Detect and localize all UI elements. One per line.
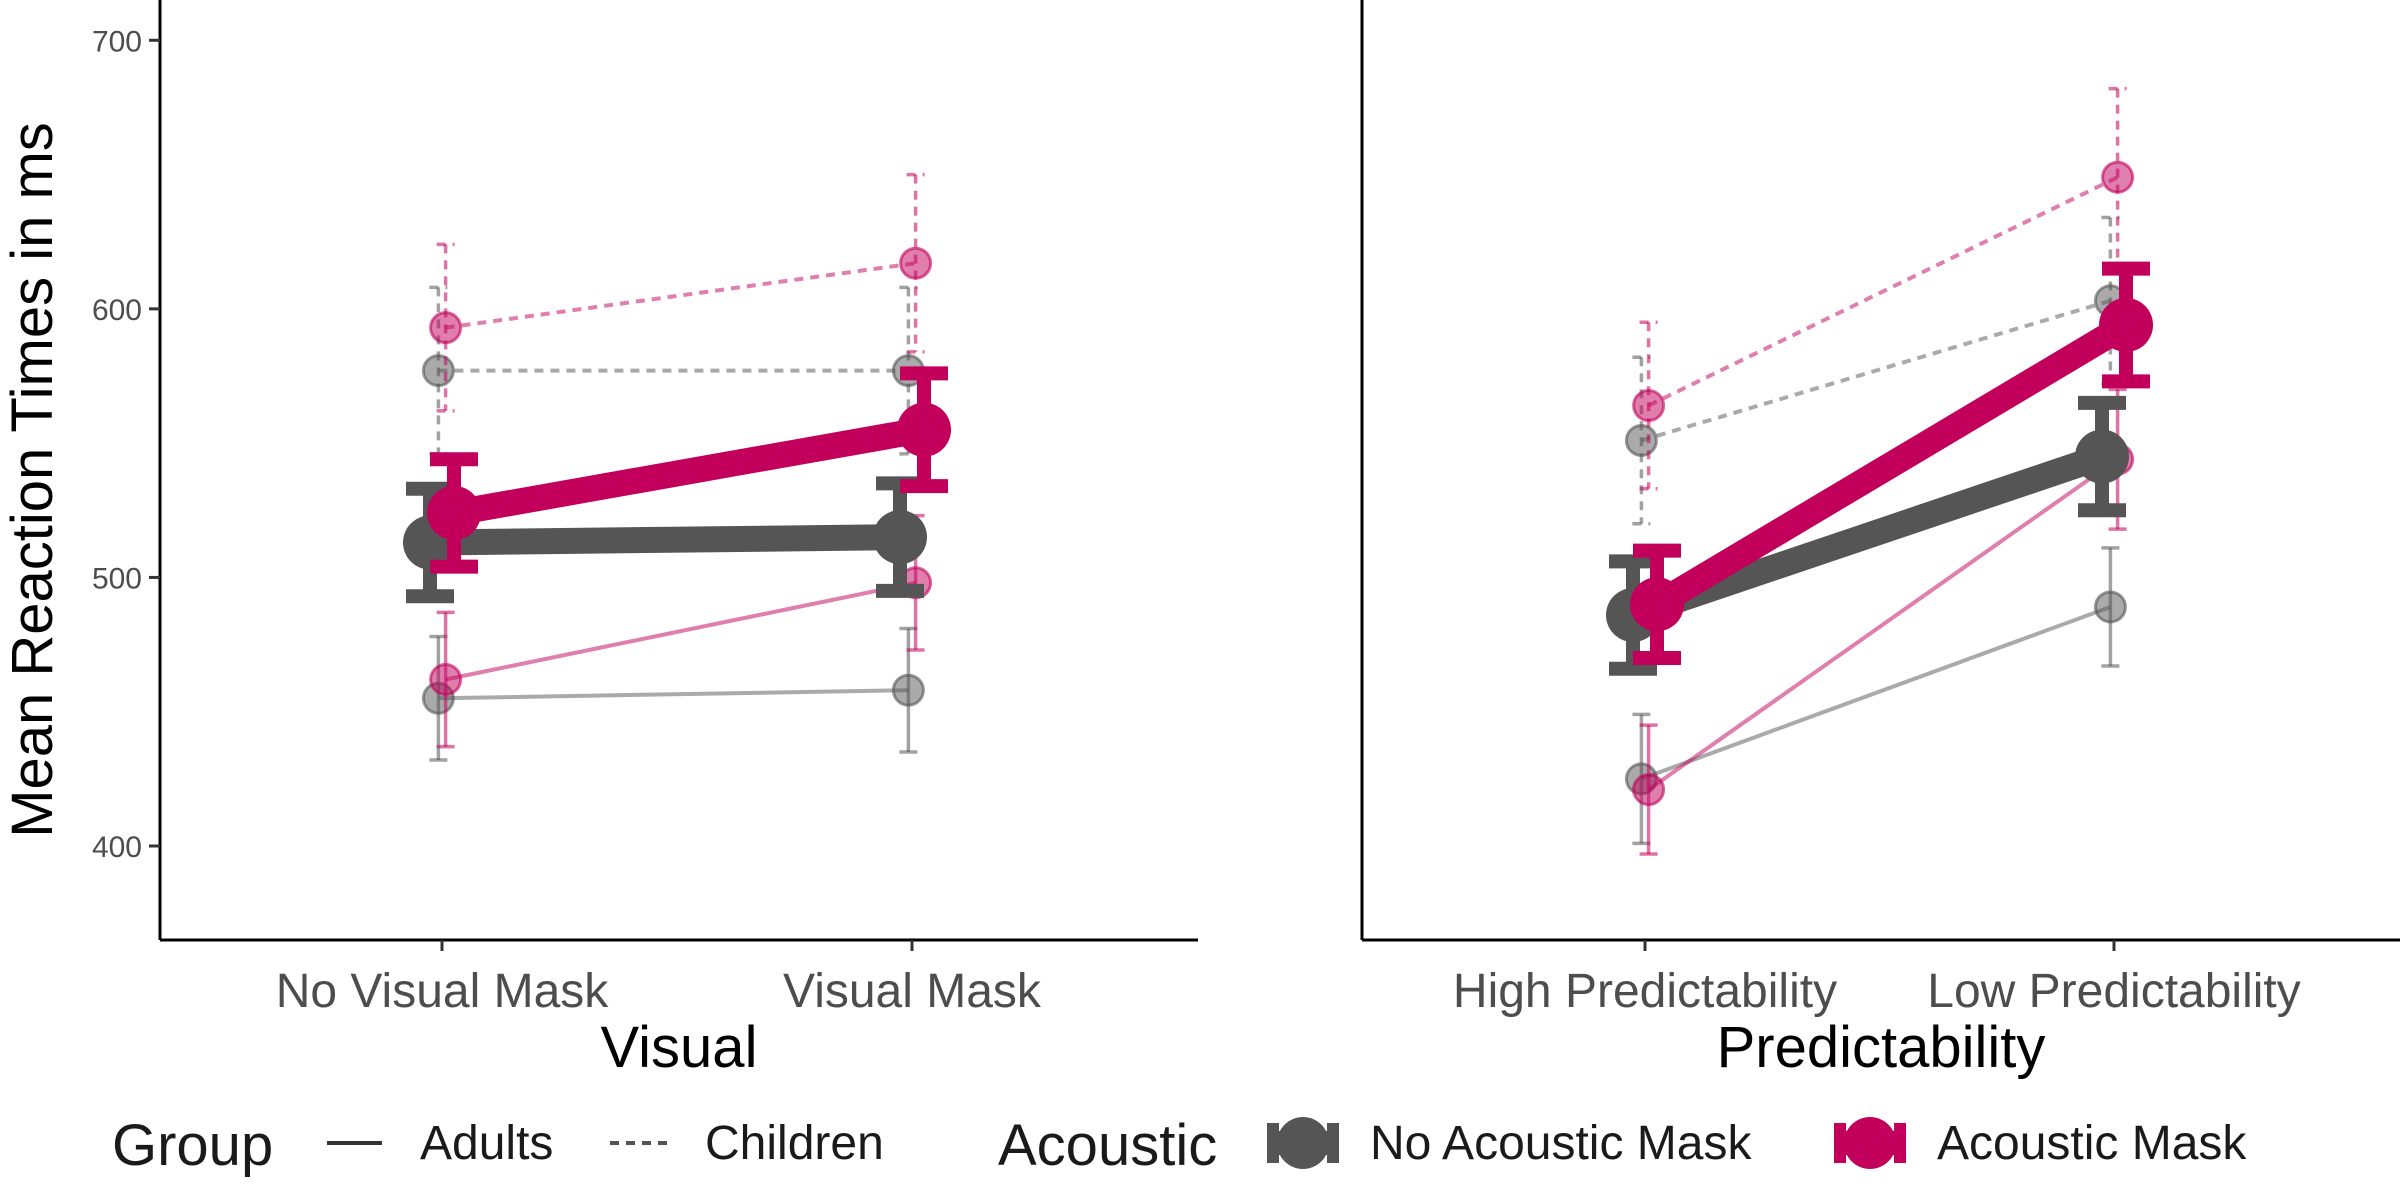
series-children-acoustic-mask-point-0 <box>429 311 463 345</box>
series-children-no-acoustic-mask-point-0 <box>1624 423 1658 457</box>
x-axis-title-visual: Visual <box>601 1015 758 1080</box>
legend-key-acoustic-mask-dot <box>1844 1117 1896 1169</box>
legend-key-no-acoustic-mask-dot <box>1277 1117 1329 1169</box>
series-children-acoustic-mask-line <box>445 261 916 330</box>
legend-acoustic-title: Acoustic <box>998 1113 1217 1178</box>
legend-label-no-acoustic-mask: No Acoustic Mask <box>1370 1117 1752 1170</box>
summary-acoustic-mask-point-0 <box>1630 577 1684 632</box>
y-axis-title: Mean Reaction Times in ms <box>0 122 65 838</box>
legend-label-adults: Adults <box>420 1117 553 1170</box>
summary-acoustic-mask-point-1 <box>2099 297 2153 352</box>
series-adults-acoustic-mask-line <box>445 580 917 682</box>
series-adults-no-acoustic-mask-line <box>438 688 909 701</box>
legend-key-acoustic-mask <box>1834 1117 1906 1169</box>
series-adults-no-acoustic-mask-point-1 <box>2093 590 2127 624</box>
series-adults-no-acoustic-mask-point-1 <box>891 673 925 707</box>
summary-acoustic-mask-line <box>451 416 927 526</box>
y-tick-label-700: 700 <box>92 25 142 58</box>
series-adults-no-acoustic-mask-line <box>1640 605 2112 781</box>
summary-acoustic-mask-point-0 <box>427 485 481 540</box>
series-children-acoustic-mask-point-0 <box>1632 389 1666 423</box>
series-children-acoustic-mask-line <box>1647 175 2119 408</box>
x-tick-label-low-predictability: Low Predictability <box>1927 965 2301 1018</box>
panel-predictability: High Predictability Low PredictabilityPre… <box>1360 0 2400 1080</box>
series-children-no-acoustic-mask-point-0 <box>421 354 455 388</box>
summary-no-acoustic-mask-point-1 <box>873 510 927 565</box>
x-tick-label-high-predictability: High Predictability <box>1453 965 1837 1018</box>
series-children-no-acoustic-mask-line <box>1640 298 2111 443</box>
legend: Group Adults Children Acoustic No Acoustic M… <box>112 1113 2247 1178</box>
legend-label-children: Children <box>705 1117 884 1170</box>
legend-label-acoustic-mask: Acoustic Mask <box>1937 1117 2247 1170</box>
summary-acoustic-mask-point-1 <box>897 402 951 457</box>
x-tick-label-visual-mask: Visual Mask <box>783 965 1042 1018</box>
summary-no-acoustic-mask-point-1 <box>2075 429 2129 484</box>
x-tick-label-no-visual-mask: No Visual Mask <box>276 965 610 1018</box>
series-adults-acoustic-mask-point-0 <box>1632 773 1666 807</box>
panel-visual: 400 500 600 700 No Visual Mask Visual Mask Vis… <box>92 0 1198 1080</box>
legend-key-no-acoustic-mask <box>1267 1117 1339 1169</box>
series-children-acoustic-mask-point-1 <box>2101 160 2135 194</box>
x-axis-title-predictability: Predictability <box>1717 1015 2046 1080</box>
y-tick-label-600: 600 <box>92 294 142 327</box>
summary-no-acoustic-mask-line <box>429 524 901 556</box>
summary-no-acoustic-mask-line <box>1628 444 2107 628</box>
series-adults-acoustic-mask-line <box>1647 457 2119 792</box>
series-children-acoustic-mask-point-1 <box>899 246 933 280</box>
y-tick-label-500: 500 <box>92 562 142 595</box>
summary-acoustic-mask-line <box>1650 313 2133 616</box>
legend-group-title: Group <box>112 1113 273 1178</box>
y-tick-label-400: 400 <box>92 831 142 864</box>
series-adults-acoustic-mask-point-0 <box>429 662 463 696</box>
